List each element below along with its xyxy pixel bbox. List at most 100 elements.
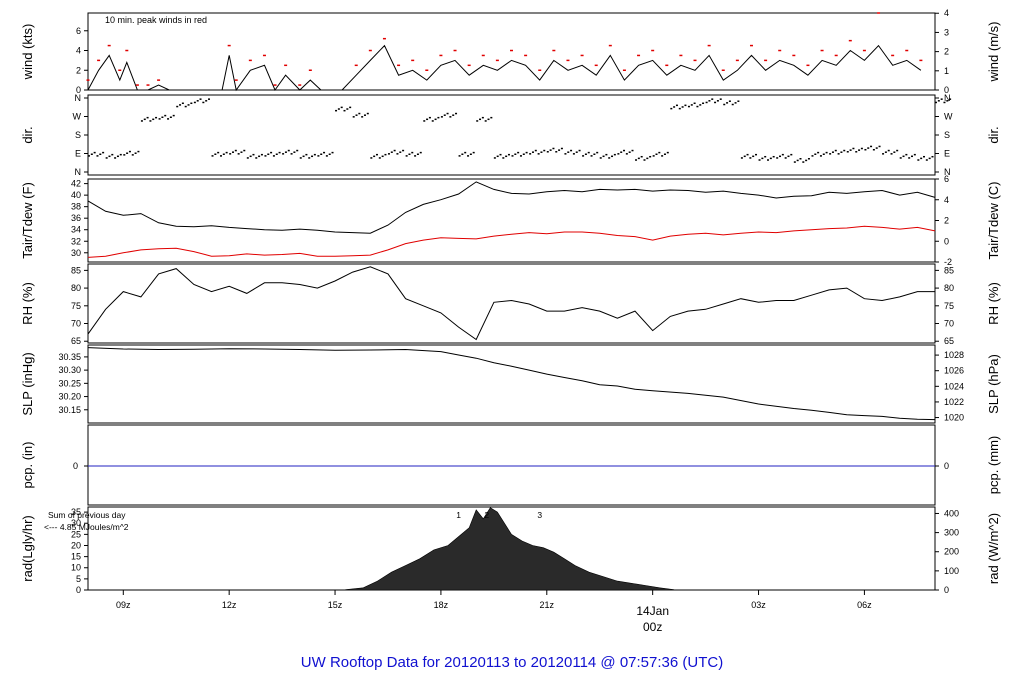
dir-point	[116, 155, 119, 158]
x-ticklabel: 15z	[328, 600, 343, 610]
dir-point	[443, 114, 446, 116]
temperature-frame	[87, 178, 936, 263]
dir-point	[875, 147, 878, 149]
dir-point	[611, 155, 614, 158]
dir-point	[684, 104, 687, 107]
dir-point	[787, 155, 790, 158]
wind-ticklabel-right: 2	[944, 47, 949, 57]
dir-point	[217, 151, 220, 154]
dir-point	[923, 155, 926, 158]
wind-ticklabel-left: 2	[76, 65, 81, 75]
dir-point	[584, 153, 587, 155]
dir-point	[537, 153, 540, 155]
dir-point	[196, 100, 199, 102]
dir-point	[940, 98, 943, 100]
temp-ticklabel-left: 36	[71, 213, 81, 223]
dir-point	[534, 149, 537, 152]
dir-point	[416, 153, 419, 155]
dir-point	[605, 153, 608, 156]
rad-ticklabel-left: 25	[71, 529, 81, 539]
rh-ticklabel-right: 75	[944, 301, 954, 311]
dir-point	[449, 116, 452, 118]
dir-point	[96, 155, 99, 157]
x-ticklabel: 09z	[116, 600, 131, 610]
dir-point	[617, 153, 620, 155]
dir-point	[181, 102, 184, 105]
dir-point	[243, 149, 246, 152]
dir-point	[849, 149, 852, 151]
dir-point	[172, 114, 175, 117]
dir-point	[673, 106, 676, 108]
temp-ticklabel-right: 0	[944, 236, 949, 246]
dir-point	[387, 153, 390, 155]
dir-point	[331, 151, 334, 154]
dir-point	[446, 112, 449, 115]
dir-ylabel-left: dir.	[20, 126, 35, 143]
dir-point	[825, 151, 828, 154]
dir-point	[258, 155, 261, 158]
dir-point	[137, 150, 140, 153]
slp-ticklabel-right: 1020	[944, 413, 964, 423]
dir-point	[405, 155, 408, 157]
dir-point	[187, 104, 190, 106]
dir-point	[640, 155, 643, 158]
dir-point	[267, 153, 270, 155]
dir-point	[908, 157, 911, 159]
dir-point	[628, 151, 631, 153]
dir-point	[502, 157, 505, 159]
dir-point	[728, 100, 731, 102]
rad-ticklabel-left: 10	[71, 563, 81, 573]
dir-point	[675, 104, 678, 107]
dir-point	[325, 155, 328, 157]
slp-ticklabel-left: 30.15	[58, 405, 81, 415]
dir-point	[461, 153, 464, 155]
dir-point	[190, 102, 193, 105]
dir-point	[708, 100, 711, 102]
dir-point	[419, 151, 422, 154]
dir-point	[299, 157, 302, 159]
dir-point	[229, 153, 232, 155]
dir-ticklabel-left: S	[75, 130, 81, 140]
dir-point	[784, 157, 787, 159]
slp-ticklabel-left: 30.25	[58, 378, 81, 388]
dir-point	[755, 153, 758, 156]
dir-point	[102, 151, 105, 154]
dir-point	[613, 153, 616, 156]
dir-point	[155, 116, 158, 119]
rad-annotation-2: <--- 4.85 MJoules/m^2	[44, 522, 129, 532]
dir-point	[864, 148, 867, 151]
dir-point	[426, 118, 429, 121]
dir-point	[296, 149, 299, 152]
dir-point	[655, 153, 658, 155]
dir-point	[649, 155, 652, 158]
dir-point	[917, 159, 920, 161]
rh-ticklabel-left: 85	[71, 265, 81, 275]
dir-point	[349, 106, 352, 109]
dir-point	[805, 159, 808, 162]
dir-point	[428, 116, 431, 119]
dir-point	[431, 120, 434, 122]
dir-point	[384, 153, 387, 156]
dir-point	[531, 151, 534, 153]
dir-point	[761, 157, 764, 160]
slp-ticklabel-right: 1028	[944, 350, 964, 360]
slp-ylabel-right: SLP (hPa)	[986, 354, 1001, 414]
slp-series	[87, 347, 936, 421]
wind-ticklabel-right: 0	[944, 85, 949, 95]
pcp-ylabel-left: pcp. (in)	[20, 442, 35, 489]
dir-point	[758, 159, 761, 161]
dir-point	[678, 107, 681, 110]
dir-point	[719, 98, 722, 100]
temp-ticklabel-left: 42	[71, 179, 81, 189]
slp-ticklabel-left: 30.20	[58, 392, 81, 402]
dir-point	[375, 153, 378, 156]
dir-point	[699, 104, 702, 106]
dir-point	[637, 157, 640, 160]
dir-point	[128, 150, 131, 153]
dir-point	[731, 103, 734, 106]
dir-point	[543, 149, 546, 152]
rh-ticklabel-left: 65	[71, 336, 81, 346]
dir-point	[949, 98, 952, 100]
dir-point	[705, 101, 708, 104]
dir-point	[779, 155, 782, 158]
